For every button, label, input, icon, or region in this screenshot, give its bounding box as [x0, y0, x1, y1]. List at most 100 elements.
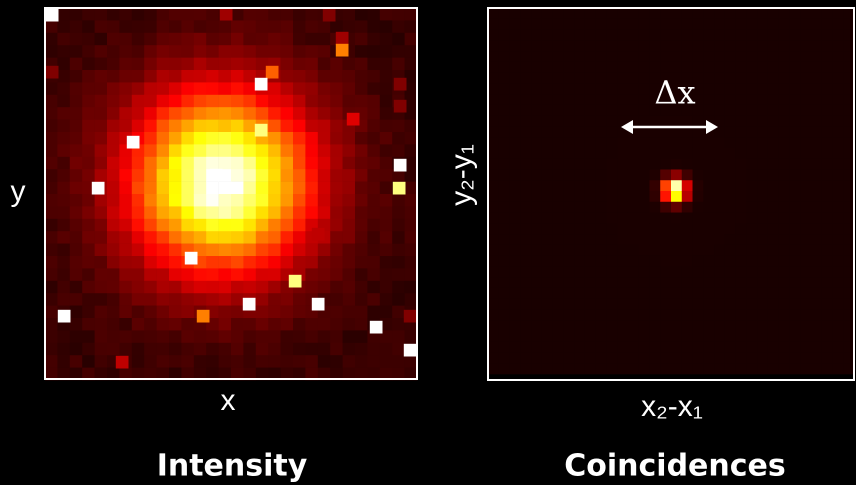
pixel: [563, 137, 574, 148]
pixel: [563, 309, 574, 320]
pixel: [107, 8, 120, 21]
pixel: [811, 73, 822, 84]
pixel: [70, 95, 83, 108]
pixel: [574, 213, 585, 224]
pixel: [822, 352, 833, 363]
pixel: [499, 137, 510, 148]
pixel: [219, 268, 232, 281]
coincidence-map: [488, 8, 854, 374]
pixel: [768, 40, 779, 51]
pixel: [70, 219, 83, 232]
pixel: [343, 355, 356, 368]
pixel: [736, 245, 747, 256]
x-label: x: [221, 384, 236, 417]
pixel: [693, 159, 704, 170]
pixel: [843, 352, 854, 363]
pixel: [157, 132, 170, 145]
pixel: [380, 58, 393, 71]
pixel: [520, 352, 531, 363]
pixel: [57, 20, 70, 33]
pixel: [181, 206, 194, 219]
pixel: [367, 45, 380, 58]
pixel: [693, 51, 704, 62]
pixel: [510, 30, 521, 41]
pixel: [725, 245, 736, 256]
pixel: [281, 244, 294, 257]
pixel: [832, 83, 843, 94]
pixel: [596, 83, 607, 94]
pixel: [231, 95, 244, 108]
pixel: [531, 126, 542, 137]
pixel: [703, 331, 714, 342]
pixel: [45, 343, 58, 356]
pixel: [243, 120, 256, 133]
figure: y x Intensity y₂-y₁ x₂-x₁ Coincidences Δ…: [0, 0, 856, 485]
pixel: [531, 342, 542, 353]
pixel: [488, 234, 499, 245]
pixel: [703, 83, 714, 94]
pixel: [574, 159, 585, 170]
pixel: [181, 268, 194, 281]
pixel: [119, 33, 132, 46]
pixel: [531, 94, 542, 105]
pixel: [736, 223, 747, 234]
pixel: [219, 194, 232, 207]
pixel: [281, 330, 294, 343]
pixel: [811, 266, 822, 277]
pixel: [843, 256, 854, 267]
pixel: [843, 30, 854, 41]
pixel: [843, 234, 854, 245]
pixel: [596, 94, 607, 105]
pixel: [499, 363, 510, 374]
pixel: [144, 120, 157, 133]
pixel: [157, 120, 170, 133]
pixel: [531, 213, 542, 224]
pixel: [57, 95, 70, 108]
pixel: [574, 19, 585, 30]
pixel: [380, 355, 393, 368]
pixel: [617, 30, 628, 41]
pixel: [671, 320, 682, 331]
pixel: [95, 120, 108, 133]
pixel: [736, 352, 747, 363]
pixel: [488, 137, 499, 148]
pixel: [144, 144, 157, 157]
pixel: [542, 126, 553, 137]
pixel: [219, 45, 232, 58]
pixel: [628, 169, 639, 180]
pixel: [57, 70, 70, 83]
pixel: [649, 159, 660, 170]
pixel: [553, 256, 564, 267]
pixel: [768, 94, 779, 105]
pixel: [800, 51, 811, 62]
pixel: [531, 202, 542, 213]
pixel: [219, 157, 232, 170]
pixel: [628, 352, 639, 363]
pixel: [95, 45, 108, 58]
pixel: [367, 256, 380, 269]
pixel: [682, 223, 693, 234]
pixel: [281, 169, 294, 182]
pixel: [289, 275, 302, 288]
pixel: [144, 45, 157, 58]
pixel: [585, 245, 596, 256]
pixel: [380, 219, 393, 232]
pixel: [746, 148, 757, 159]
pixel: [95, 58, 108, 71]
pixel: [181, 45, 194, 58]
pixel: [649, 202, 660, 213]
pixel: [219, 219, 232, 232]
pixel: [789, 309, 800, 320]
pixel: [746, 288, 757, 299]
pixel: [380, 157, 393, 170]
pixel: [169, 169, 182, 182]
pixel: [531, 169, 542, 180]
pixel: [343, 231, 356, 244]
pixel: [832, 213, 843, 224]
pixel: [822, 105, 833, 116]
pixel: [542, 30, 553, 41]
pixel: [779, 202, 790, 213]
pixel: [268, 293, 281, 306]
pixel: [768, 148, 779, 159]
pixel: [682, 180, 693, 191]
